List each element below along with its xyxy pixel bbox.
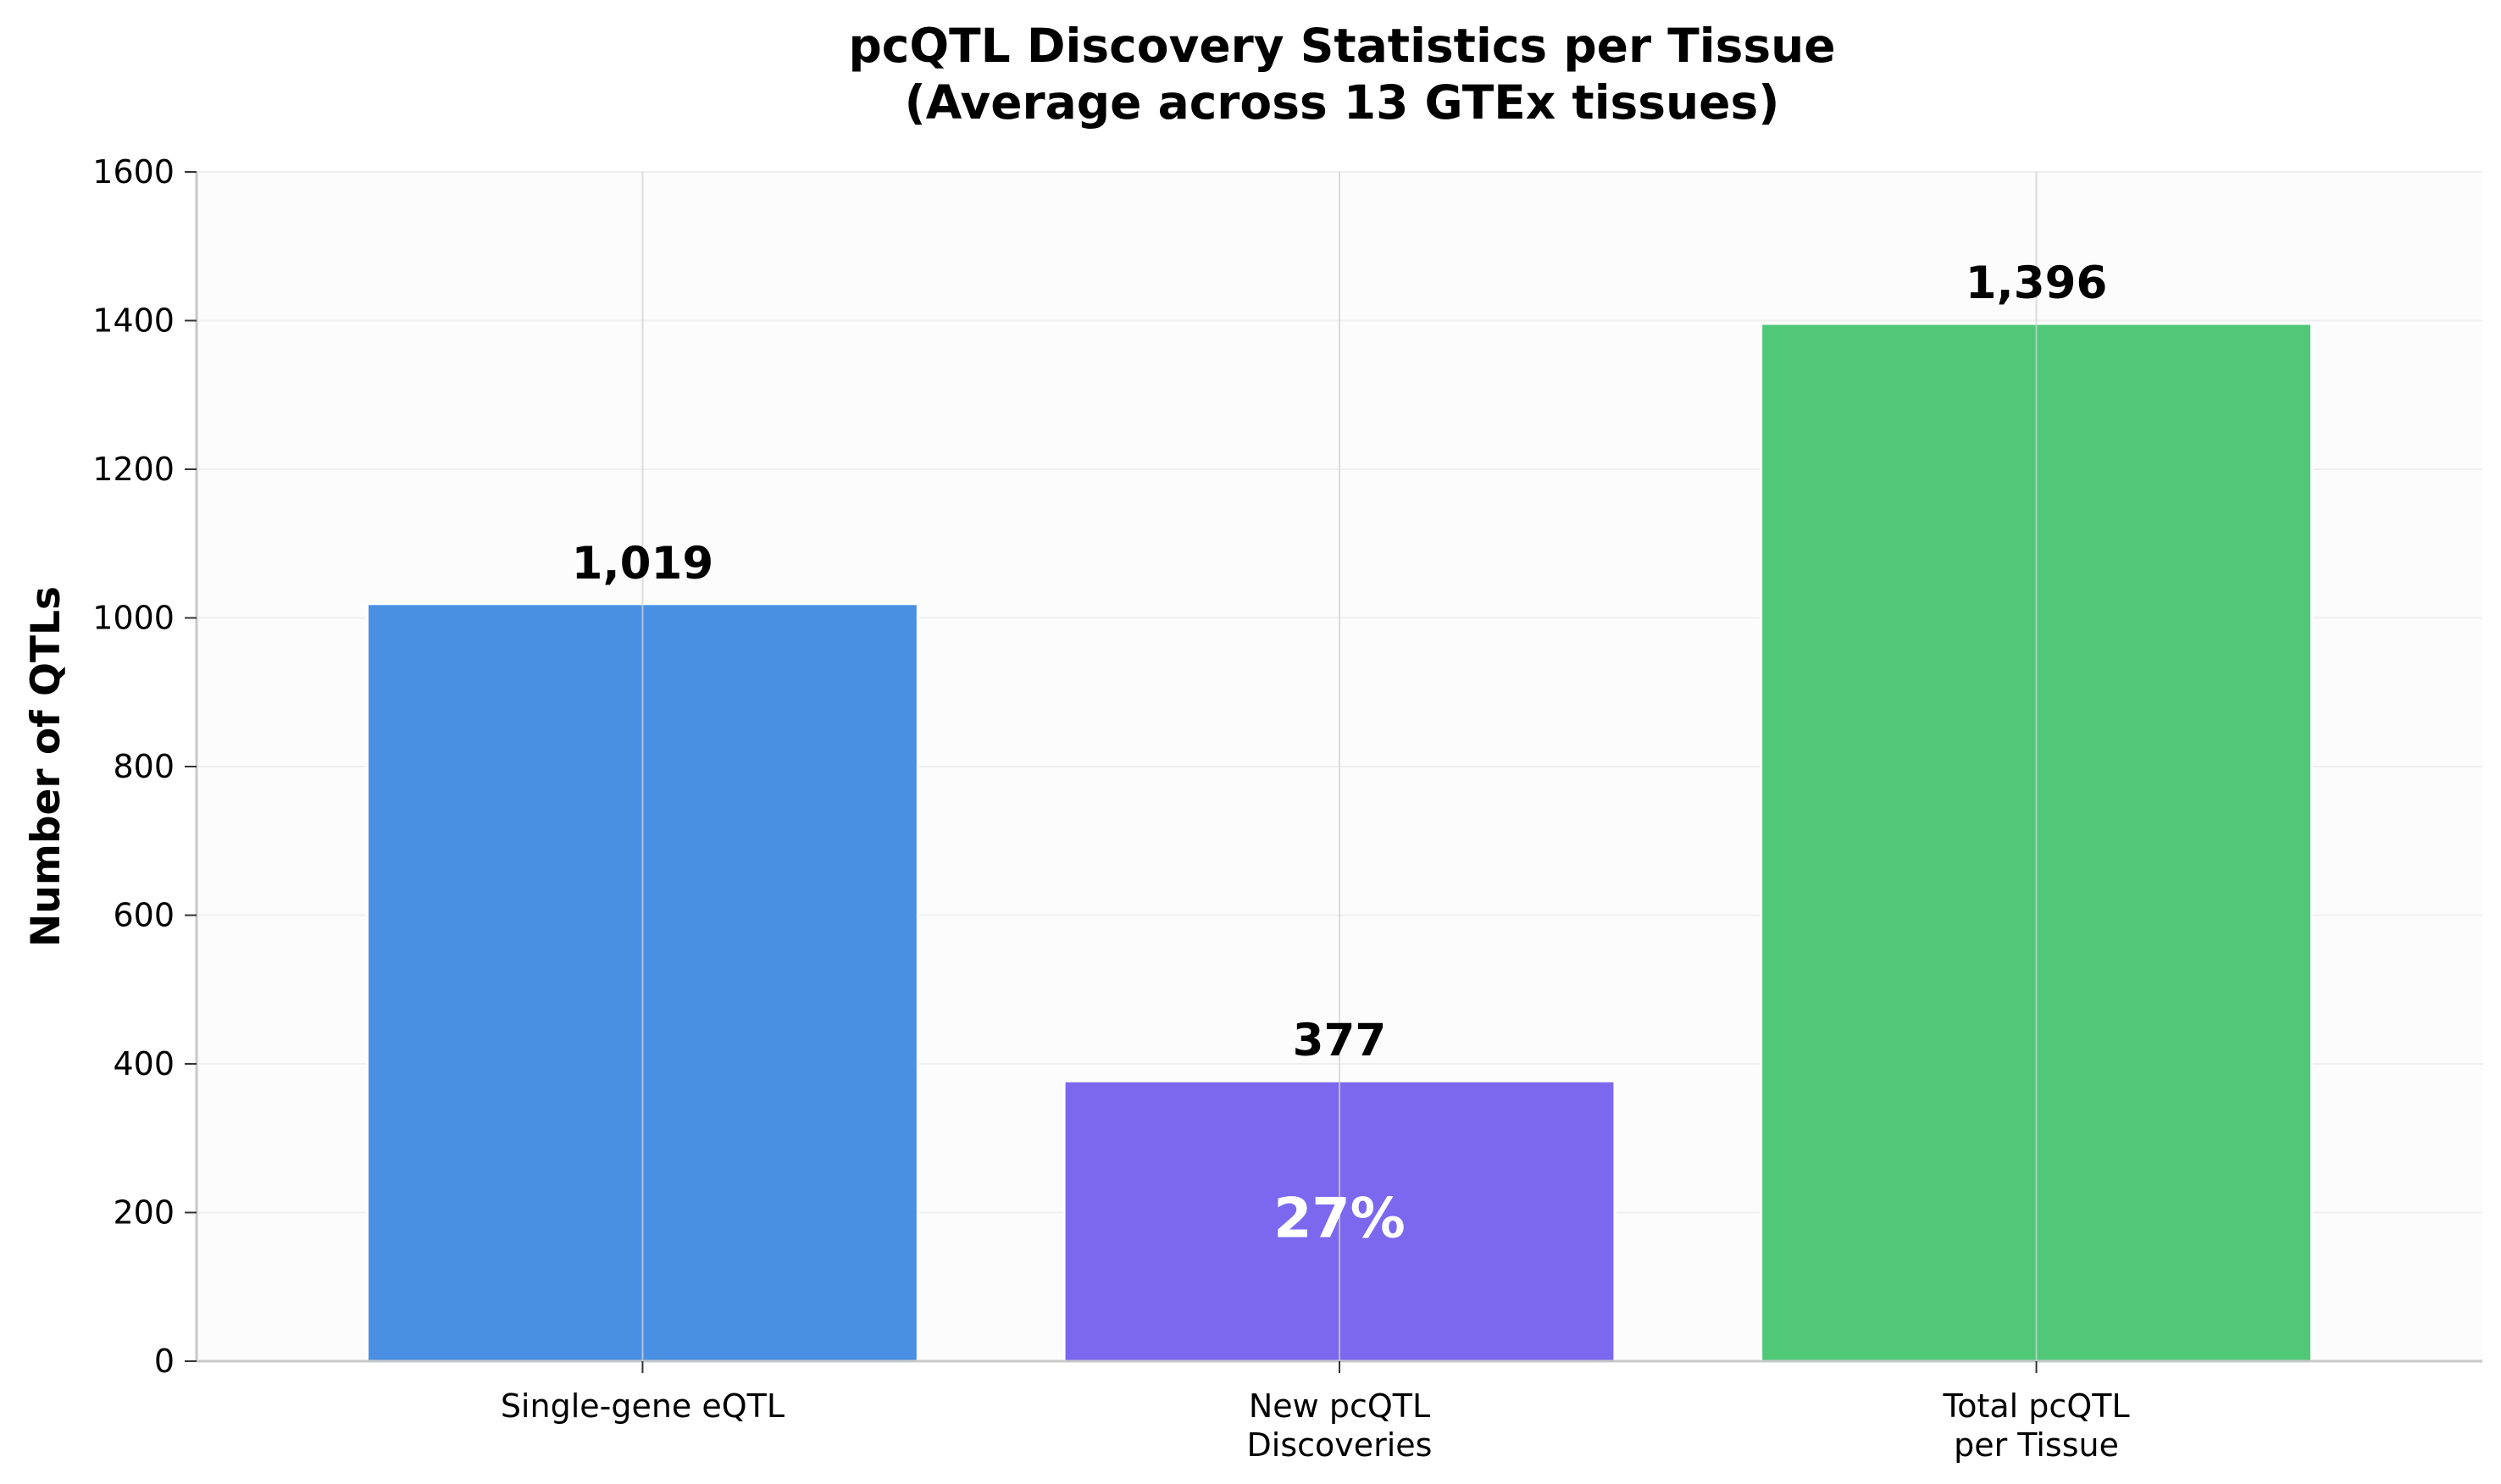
y-tick-label: 400 xyxy=(113,1045,175,1083)
y-axis-label: Number of QTLs xyxy=(23,586,69,947)
y-tick-label: 1200 xyxy=(92,451,175,488)
y-tick-label: 800 xyxy=(113,748,175,785)
bar-percentage-annotation: 27% xyxy=(1273,1187,1406,1250)
y-tick-label: 0 xyxy=(154,1343,175,1380)
bar-value-label: 1,019 xyxy=(572,538,714,590)
x-tick-label: New pcQTL xyxy=(1249,1387,1430,1425)
y-tick-label: 1000 xyxy=(92,600,175,637)
x-tick-label-line2: per Tissue xyxy=(1954,1426,2119,1464)
y-tick-label: 600 xyxy=(113,897,175,934)
x-tick-label: Total pcQTL xyxy=(1942,1387,2129,1425)
vertical-grid-layer xyxy=(641,172,2038,1361)
chart-subtitle: (Average across 13 GTEx tissues) xyxy=(905,75,1780,130)
chart-title: pcQTL Discovery Statistics per Tissue xyxy=(848,19,1835,73)
bar-value-label: 1,396 xyxy=(1966,257,2108,309)
y-tick-label: 200 xyxy=(113,1194,175,1232)
y-ticks-layer: 0 200 400 600 800 1000 1200 1400 1600 xyxy=(92,153,197,1380)
value-labels-layer: 1,019 377 1,396 27% xyxy=(572,257,2108,1250)
y-tick-label: 1400 xyxy=(92,302,175,340)
y-tick-label: 1600 xyxy=(92,153,175,191)
bar-value-label: 377 xyxy=(1293,1015,1387,1066)
x-tick-label-line2: Discoveries xyxy=(1247,1426,1433,1464)
x-tick-label: Single-gene eQTL xyxy=(501,1387,785,1425)
